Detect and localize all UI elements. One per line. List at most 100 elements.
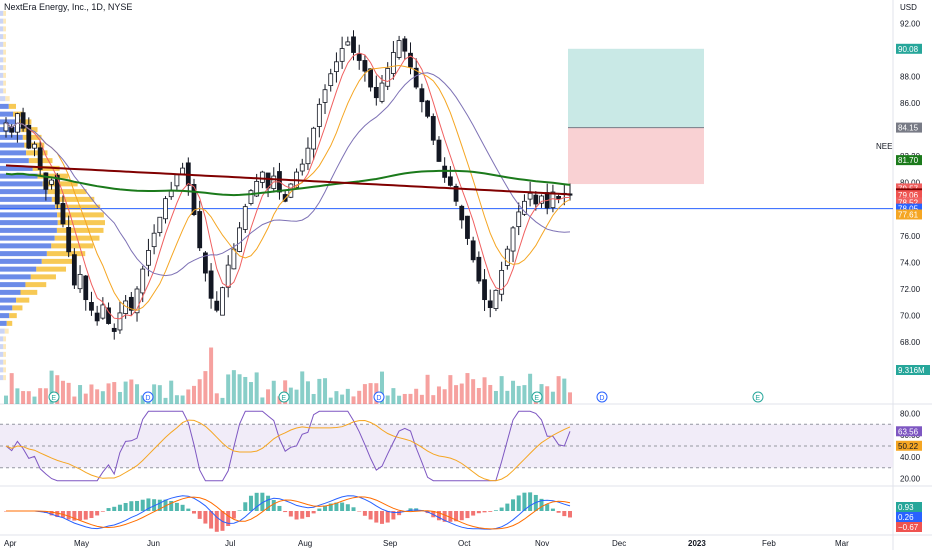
rsi-ma-line xyxy=(5,419,571,482)
volume-bar xyxy=(397,395,402,404)
macd-histogram-bar xyxy=(72,511,77,521)
vp-bar-yellow xyxy=(36,266,67,272)
vp-bar-yellow xyxy=(56,227,104,233)
candle-body xyxy=(539,195,544,204)
candle-body xyxy=(89,302,94,311)
price-label-text: 78.05 xyxy=(898,205,919,214)
macd-histogram-bar xyxy=(135,500,140,511)
rsi-ma-label-box xyxy=(896,440,922,451)
candle-body xyxy=(390,52,396,74)
volume-bar xyxy=(248,382,253,404)
volume-bar xyxy=(476,387,481,404)
vp-bar-blue xyxy=(0,258,42,264)
price-label-text: 84.15 xyxy=(898,124,919,133)
volume-bar xyxy=(368,383,373,404)
macd-histogram-bar xyxy=(152,499,157,511)
volume-bar xyxy=(4,395,8,404)
candle-body xyxy=(470,240,476,261)
macd-histogram-bar xyxy=(260,492,265,511)
event-letter: E xyxy=(534,395,539,402)
price-labels: 90.0884.1581.7079.5779.2079.0678.5278.05… xyxy=(896,43,922,220)
volume-bar xyxy=(169,380,174,404)
volume-bar xyxy=(277,396,282,404)
volume-bar xyxy=(152,384,157,404)
vp-bar-blue xyxy=(0,375,4,381)
volume-bar xyxy=(180,395,185,404)
volume-bar xyxy=(203,371,208,404)
vp-bar-yellow xyxy=(30,274,56,280)
volume-bar xyxy=(43,388,48,404)
volume-bar xyxy=(351,396,356,404)
ma-purple-line xyxy=(5,72,571,277)
volume-bar xyxy=(488,384,493,404)
volume-bar xyxy=(471,379,476,404)
candle-body xyxy=(66,227,72,253)
candle-body xyxy=(476,256,482,282)
candle-body xyxy=(163,198,168,220)
vp-bar-blue xyxy=(0,351,4,357)
volume-bar xyxy=(345,388,350,404)
macd-histogram-bar xyxy=(300,511,305,519)
volume-bar xyxy=(317,378,322,404)
macd-histogram-bar xyxy=(476,511,481,514)
volume-bar xyxy=(493,390,498,404)
vp-bar-blue xyxy=(0,328,5,334)
vp-bar-yellow xyxy=(3,57,6,63)
vp-bar-blue xyxy=(0,235,55,241)
macd-histogram-bar xyxy=(442,511,447,522)
candle-body xyxy=(60,203,66,225)
event-letter: E xyxy=(755,395,760,402)
price-tick-label: 88.00 xyxy=(900,72,921,81)
price-tick-label: 74.00 xyxy=(900,258,921,267)
vp-bar-yellow xyxy=(42,181,78,187)
macd-histogram-bar xyxy=(157,499,162,511)
candle-body xyxy=(20,112,26,129)
vp-bar-blue xyxy=(0,65,4,71)
volume-bar xyxy=(231,370,236,404)
vp-bar-yellow xyxy=(47,189,87,195)
macd-histogram-bar xyxy=(106,508,111,511)
volume-bar xyxy=(323,378,328,404)
candle-body xyxy=(351,36,356,53)
time-tick-label: Oct xyxy=(458,539,471,548)
vp-bar-blue xyxy=(0,96,6,102)
macd-label-text: −0.67 xyxy=(898,523,919,532)
vp-bar-yellow xyxy=(8,103,16,109)
volume-bar xyxy=(459,383,464,404)
macd-histogram-bar xyxy=(488,511,493,512)
macd-histogram-bar xyxy=(123,502,128,511)
vp-bar-blue xyxy=(0,181,43,187)
macd-histogram-bar xyxy=(288,511,293,517)
time-axis: Apr May Jun Jul Aug Sep Oct Nov Dec 2023 Feb Mar xyxy=(4,539,849,548)
macd-histogram-bar xyxy=(294,511,299,520)
candle-body xyxy=(459,205,465,221)
ma-orange-line xyxy=(5,64,571,311)
vp-bar-blue xyxy=(0,227,57,233)
macd-histogram-bar xyxy=(522,492,527,511)
target-zone xyxy=(568,48,704,128)
macd-histogram-bar xyxy=(545,504,550,511)
volume-bar xyxy=(419,394,424,404)
macd-histogram-bar xyxy=(283,511,288,513)
volume-bar xyxy=(237,374,242,404)
candle-body xyxy=(37,147,43,170)
volume-bar xyxy=(100,391,105,404)
vp-bar-yellow xyxy=(3,344,6,350)
vp-bar-yellow xyxy=(37,173,69,179)
macd-histogram-bar xyxy=(345,504,350,511)
macd-histogram-bar xyxy=(340,502,345,511)
candle-body xyxy=(533,194,539,205)
candle-body xyxy=(362,60,368,72)
candle-body xyxy=(311,127,317,150)
event-letter: D xyxy=(145,395,150,402)
volume-bar xyxy=(32,396,37,404)
price-label-box xyxy=(896,190,922,201)
volume-bar xyxy=(550,391,555,404)
price-label-text: 79.06 xyxy=(898,191,919,200)
candle-body xyxy=(197,211,203,249)
macd-histogram-bar xyxy=(271,499,276,511)
vp-bar-blue xyxy=(0,196,52,202)
